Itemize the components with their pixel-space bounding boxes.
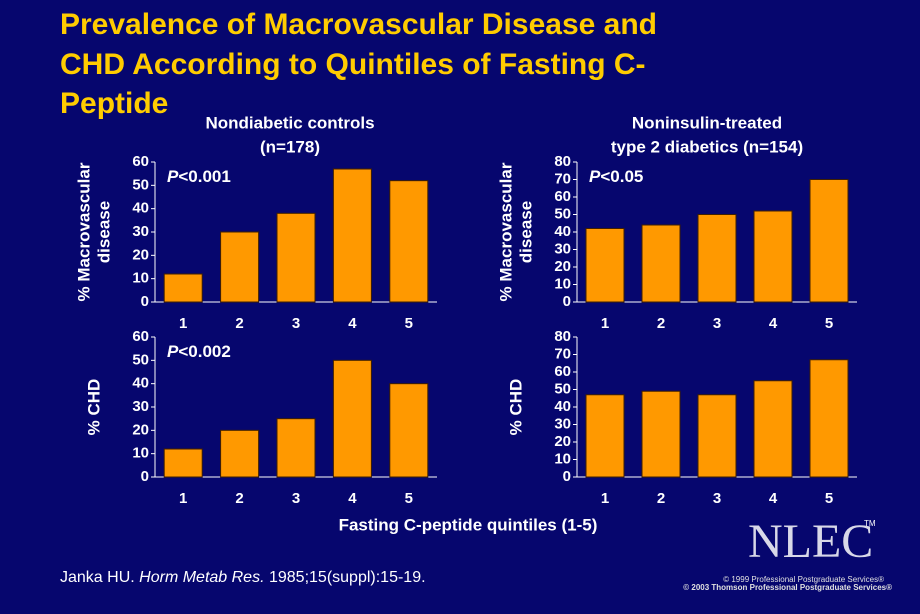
bar — [332, 359, 372, 478]
annotation: P<0.002 — [167, 342, 231, 361]
y-tick-label: 60 — [132, 328, 149, 345]
y-axis-label: % CHD — [506, 379, 525, 436]
x-tick-label: 5 — [405, 315, 413, 332]
x-axis-label: Fasting C-peptide quintiles (1-5) — [339, 515, 598, 534]
y-tick-label: 0 — [141, 293, 149, 310]
y-tick-label: 30 — [554, 240, 571, 257]
column-heading: type 2 diabetics (n=154) — [611, 137, 803, 156]
x-tick-label: 3 — [292, 490, 300, 507]
annotation: P<0.001 — [167, 167, 231, 186]
y-tick-label: 40 — [554, 398, 571, 415]
citation: Janka HU. Horm Metab Res. 1985;15(suppl)… — [60, 569, 426, 586]
logo: NLEC — [748, 515, 873, 568]
bar — [641, 390, 681, 478]
bar — [641, 224, 681, 303]
bar — [276, 418, 316, 478]
y-tick-label: 80 — [554, 153, 571, 170]
y-tick-label: 10 — [132, 270, 149, 287]
bar — [332, 168, 372, 303]
x-tick-label: 2 — [235, 490, 243, 507]
column-heading: Nondiabetic controls — [205, 113, 374, 132]
bar — [163, 448, 203, 478]
x-tick-label: 2 — [657, 490, 665, 507]
y-tick-label: 50 — [132, 176, 149, 193]
x-tick-label: 1 — [179, 315, 187, 332]
x-tick-label: 4 — [769, 315, 778, 332]
x-tick-label: 4 — [348, 490, 357, 507]
y-tick-label: 60 — [132, 153, 149, 170]
y-tick-label: 0 — [141, 468, 149, 485]
y-tick-label: 30 — [132, 398, 149, 415]
y-tick-label: 40 — [554, 223, 571, 240]
y-tick-label: 10 — [554, 275, 571, 292]
y-tick-label: 60 — [554, 363, 571, 380]
y-tick-label: 70 — [554, 345, 571, 362]
y-tick-label: 60 — [554, 188, 571, 205]
x-tick-label: 4 — [348, 315, 357, 332]
y-tick-label: 0 — [563, 468, 571, 485]
title-line: Prevalence of Macrovascular Disease and — [60, 8, 657, 41]
x-tick-label: 5 — [405, 490, 413, 507]
title-line: Peptide — [60, 87, 168, 120]
bar — [697, 394, 737, 478]
bar — [276, 212, 316, 303]
bar — [809, 359, 849, 478]
bar — [753, 380, 793, 478]
column-heading: Noninsulin-treated — [632, 113, 782, 132]
y-axis-label: disease — [94, 201, 113, 263]
y-tick-label: 50 — [554, 205, 571, 222]
y-tick-label: 80 — [554, 328, 571, 345]
bar — [585, 394, 625, 478]
bar — [220, 429, 260, 478]
title-line: CHD According to Quintiles of Fasting C- — [60, 48, 646, 81]
citation-details: 1985;15(suppl):15-19. — [269, 569, 426, 586]
y-tick-label: 40 — [132, 200, 149, 217]
y-axis-label: % CHD — [84, 379, 103, 436]
y-tick-label: 50 — [132, 351, 149, 368]
bar — [389, 383, 429, 478]
logo-mark: TM — [864, 519, 876, 528]
bar — [163, 273, 203, 303]
x-tick-label: 2 — [235, 315, 243, 332]
y-tick-label: 70 — [554, 170, 571, 187]
y-tick-label: 40 — [132, 375, 149, 392]
y-tick-label: 20 — [554, 433, 571, 450]
y-tick-label: 10 — [554, 450, 571, 467]
y-axis-label: disease — [516, 201, 535, 263]
y-tick-label: 20 — [132, 421, 149, 438]
copyright: © 2003 Thomson Professional Postgraduate… — [683, 583, 892, 592]
bar — [585, 228, 625, 303]
bar — [809, 179, 849, 303]
x-tick-label: 5 — [825, 315, 833, 332]
x-tick-label: 2 — [657, 315, 665, 332]
y-tick-label: 30 — [132, 223, 149, 240]
bar — [697, 214, 737, 303]
x-tick-label: 3 — [292, 315, 300, 332]
x-tick-label: 3 — [713, 490, 721, 507]
y-tick-label: 10 — [132, 445, 149, 462]
x-tick-label: 1 — [601, 490, 609, 507]
bar — [389, 180, 429, 303]
y-tick-label: 0 — [563, 293, 571, 310]
y-tick-label: 20 — [554, 258, 571, 275]
citation-journal: Horm Metab Res. — [139, 569, 264, 586]
bar — [220, 231, 260, 303]
x-tick-label: 1 — [179, 490, 187, 507]
x-tick-label: 5 — [825, 490, 833, 507]
y-axis-label: % Macrovascular — [496, 162, 515, 301]
y-axis-label: % Macrovascular — [74, 162, 93, 301]
x-tick-label: 1 — [601, 315, 609, 332]
y-tick-label: 20 — [132, 246, 149, 263]
y-tick-label: 30 — [554, 415, 571, 432]
y-tick-label: 50 — [554, 380, 571, 397]
annotation: P<0.05 — [589, 167, 643, 186]
copyright: © 1999 Professional Postgraduate Service… — [723, 575, 884, 584]
x-tick-label: 4 — [769, 490, 778, 507]
x-tick-label: 3 — [713, 315, 721, 332]
column-heading: (n=178) — [260, 137, 320, 156]
bar — [753, 210, 793, 303]
citation-author: Janka HU. — [60, 569, 135, 586]
